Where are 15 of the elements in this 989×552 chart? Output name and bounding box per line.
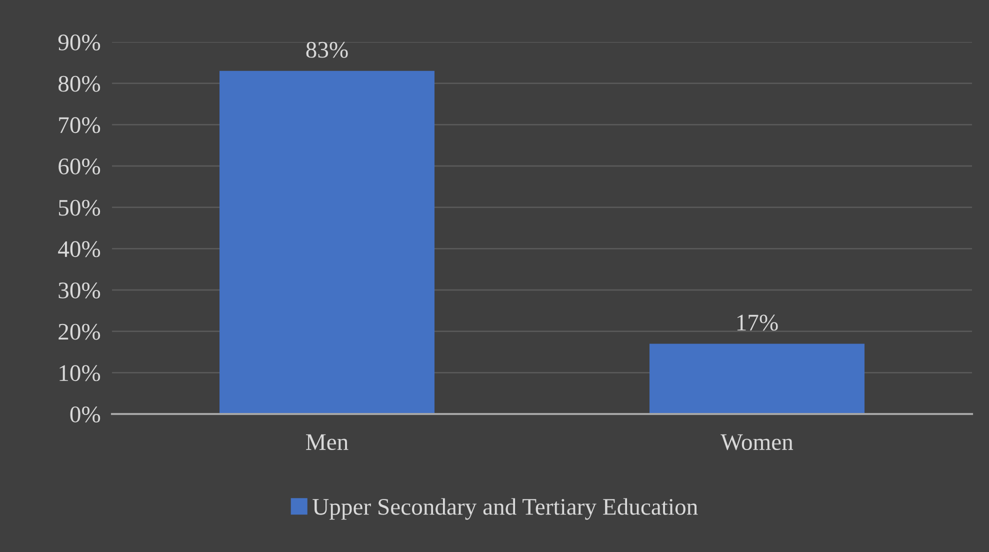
y-tick-label: 20% xyxy=(58,324,100,340)
y-tick-label: 80% xyxy=(58,76,100,92)
y-tick-label: 70% xyxy=(59,117,100,134)
data-label: 17% xyxy=(737,314,778,331)
y-tick-label: 60% xyxy=(58,158,100,174)
y-tick-label: 40% xyxy=(58,241,100,258)
data-label: 83% xyxy=(306,42,348,58)
y-tick-label: 10% xyxy=(60,365,100,382)
y-tick-label: 0% xyxy=(70,406,100,422)
y-tick-label: 30% xyxy=(58,282,100,298)
x-tick-label: Men xyxy=(306,434,348,450)
y-tick-label: 90% xyxy=(58,34,100,50)
y-tick-label: 50% xyxy=(58,200,100,216)
x-tick-label: Women xyxy=(720,434,794,450)
legend-label: Upper Secondary and Tertiary Education xyxy=(312,498,698,520)
